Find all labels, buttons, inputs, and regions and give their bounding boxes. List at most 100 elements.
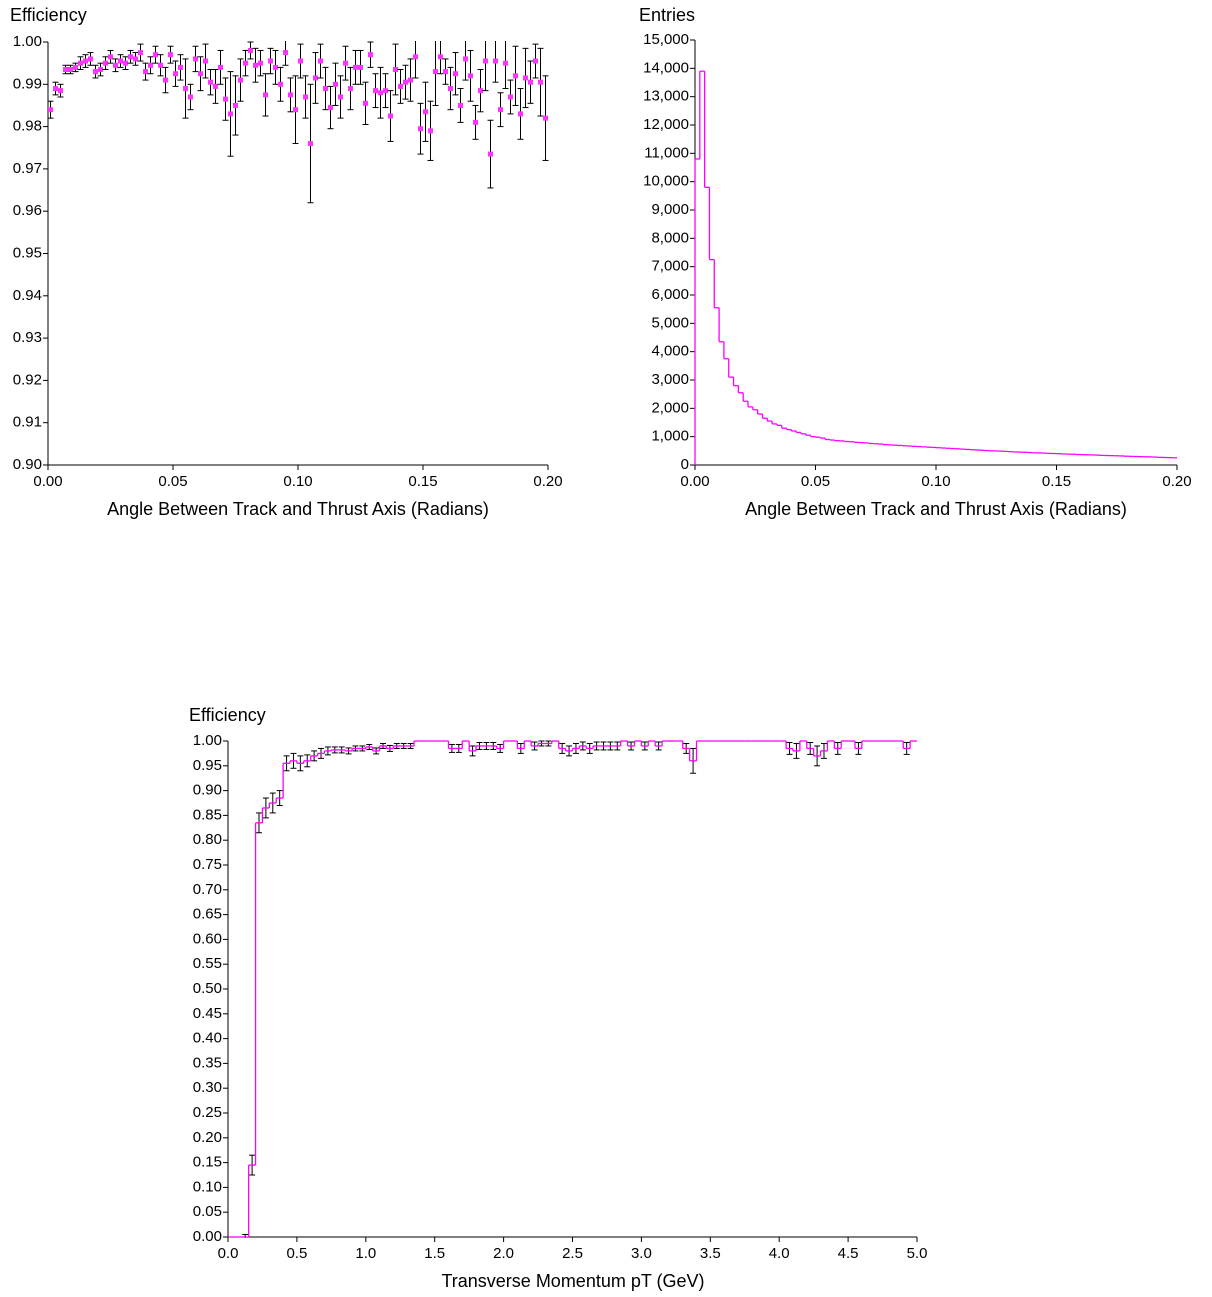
point [203, 58, 208, 64]
point [393, 66, 398, 72]
plot-area [228, 740, 917, 1238]
y-tick-label: 0.15 [193, 1154, 222, 1171]
y-tick-label: 0.50 [193, 980, 222, 997]
x-tick-label: 4.5 [838, 1245, 859, 1262]
plot-area [694, 70, 1177, 465]
y-tick-label: 1.00 [193, 732, 222, 749]
y-axis-label: Efficiency [189, 705, 266, 725]
y-tick-label: 14,000 [643, 59, 689, 76]
y-tick-label: 11,000 [644, 144, 689, 161]
point [418, 126, 423, 132]
y-tick-label: 4,000 [651, 343, 689, 360]
point [213, 83, 218, 89]
point [113, 62, 118, 68]
point [263, 92, 268, 98]
y-tick-label: 0.99 [13, 75, 42, 92]
y-tick-label: 13,000 [643, 88, 689, 105]
point [328, 105, 333, 111]
y-tick-label: 6,000 [651, 286, 689, 303]
point [428, 128, 433, 134]
point [543, 115, 548, 121]
y-tick-label: 0.60 [193, 930, 222, 947]
point [373, 88, 378, 94]
point [523, 75, 528, 81]
x-tick-label: 1.5 [424, 1245, 445, 1262]
point [183, 86, 188, 92]
y-tick-label: 0.90 [193, 782, 222, 799]
x-tick-label: 0.0 [218, 1245, 239, 1262]
x-tick-label: 3.5 [700, 1245, 721, 1262]
point [143, 69, 148, 75]
point [173, 71, 178, 77]
y-tick-label: 0.55 [193, 955, 222, 972]
point [88, 56, 93, 62]
point [253, 62, 258, 68]
point [178, 64, 183, 70]
y-tick-label: 15,000 [643, 31, 689, 48]
plot-area [47, 41, 549, 204]
point [493, 58, 498, 64]
point [293, 107, 298, 113]
point [363, 100, 368, 106]
point [123, 60, 128, 66]
x-tick-label: 0.15 [1042, 473, 1071, 490]
point [358, 64, 363, 70]
point [138, 50, 143, 56]
point [233, 102, 238, 108]
x-tick-label: 5.0 [907, 1245, 928, 1262]
y-tick-label: 0 [681, 456, 689, 473]
chart: Entries Angle Between Track and Thrust Ax… [639, 5, 1192, 519]
point [188, 94, 193, 100]
y-tick-label: 0.75 [193, 856, 222, 873]
point [148, 62, 153, 68]
point [93, 69, 98, 75]
y-tick-label: 7,000 [651, 258, 689, 275]
point [383, 88, 388, 94]
x-tick-label: 0.05 [801, 473, 830, 490]
y-tick-label: 1.00 [13, 33, 42, 50]
point [258, 60, 263, 66]
point [63, 66, 68, 72]
x-tick-label: 0.10 [921, 473, 950, 490]
x-tick-label: 0.00 [33, 473, 62, 490]
x-tick-label: 0.20 [1162, 473, 1191, 490]
x-tick-label: 0.20 [533, 473, 562, 490]
y-tick-label: 0.10 [193, 1178, 222, 1195]
point [313, 75, 318, 81]
y-tick-label: 0.80 [193, 831, 222, 848]
point [468, 73, 473, 79]
y-tick-label: 0.90 [13, 456, 42, 473]
point [133, 56, 138, 62]
point [273, 64, 278, 70]
point [398, 83, 403, 89]
point [318, 58, 323, 64]
x-tick-label: 0.15 [408, 473, 437, 490]
point [448, 86, 453, 92]
y-tick-label: 0.05 [193, 1203, 222, 1220]
x-tick-label: 2.0 [493, 1245, 514, 1262]
x-tick-label: 0.10 [283, 473, 312, 490]
x-axis-label: Transverse Momentum pT (GeV) [441, 1271, 704, 1291]
y-tick-label: 1,000 [651, 428, 689, 445]
point [498, 107, 503, 113]
y-tick-label: 0.95 [13, 244, 42, 261]
y-tick-label: 0.20 [193, 1129, 222, 1146]
x-tick-label: 0.5 [286, 1245, 307, 1262]
y-tick-label: 0.35 [193, 1054, 222, 1071]
point [353, 64, 358, 70]
y-tick-label: 0.94 [13, 287, 42, 304]
point [303, 94, 308, 100]
point [248, 47, 253, 53]
x-tick-label: 0.05 [158, 473, 187, 490]
chart: Efficiency Angle Between Track and Thrust… [10, 5, 563, 519]
point [108, 54, 113, 60]
point [58, 88, 63, 94]
point [348, 86, 353, 92]
point [98, 66, 103, 72]
y-tick-label: 5,000 [651, 314, 689, 331]
y-tick-label: 0.96 [13, 202, 42, 219]
y-tick-label: 0.97 [13, 160, 42, 177]
point [408, 77, 413, 83]
point [473, 119, 478, 125]
point [508, 94, 513, 100]
